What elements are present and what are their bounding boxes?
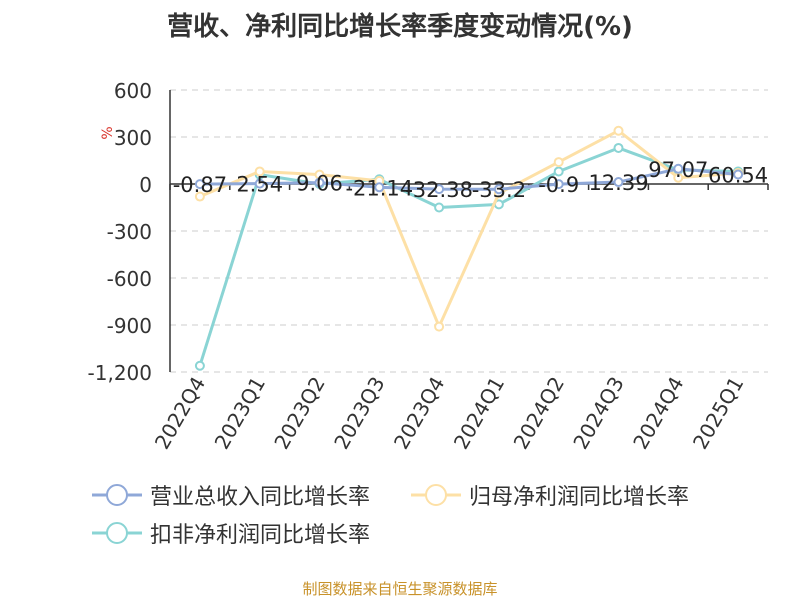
data-label: 9.06 (296, 172, 343, 196)
legend-marker-revenue (92, 484, 142, 506)
x-tick-label: 2022Q4 (150, 373, 210, 454)
x-tick-label: 2023Q3 (329, 373, 389, 454)
data-point (553, 166, 564, 177)
x-tick-label: 2024Q2 (509, 373, 569, 454)
legend-marker-net-profit (411, 484, 462, 506)
data-point (314, 177, 325, 188)
chart-legend: 营业总收入同比增长率 归母净利润同比增长率 扣非净利润同比增长率 (92, 476, 772, 552)
series-line (199, 129, 739, 329)
data-label: 97.07 (648, 158, 708, 182)
data-label: 2.54 (236, 173, 283, 197)
data-label: 12.39 (588, 171, 648, 195)
data-point (553, 157, 564, 168)
legend-marker-deducted-profit (92, 522, 142, 544)
y-tick-label: 300 (114, 126, 152, 150)
data-label: 60.54 (708, 164, 768, 188)
data-source-note: 制图数据来自恒生聚源数据库 (302, 580, 498, 598)
data-point (194, 191, 205, 202)
data-point (493, 184, 504, 195)
y-tick-label: -900 (107, 314, 152, 338)
data-point (254, 178, 265, 189)
y-tick-label: -1,200 (88, 361, 152, 385)
x-tick-label: 2023Q1 (210, 373, 270, 454)
data-point (613, 142, 624, 153)
data-label: -0.9 (538, 173, 579, 197)
data-point (254, 166, 265, 177)
y-tick-label: 600 (114, 79, 152, 103)
data-label: -0.87 (173, 173, 227, 197)
legend-label-deducted-profit: 扣非净利润同比增长率 (150, 523, 371, 548)
y-axis-label: % (100, 126, 116, 139)
x-tick-label: 2023Q4 (389, 372, 449, 453)
chart-title: 营收、净利同比增长率季度变动情况(%) (167, 12, 633, 42)
x-tick-label: 2023Q2 (269, 373, 329, 454)
data-point (434, 321, 445, 332)
data-point (673, 163, 684, 174)
legend-label-net-profit: 归母净利润同比增长率 (469, 485, 690, 510)
data-point (553, 179, 564, 190)
legend-item-revenue[interactable]: 营业总收入同比增长率 (92, 476, 370, 514)
legend-label-revenue: 营业总收入同比增长率 (150, 485, 371, 510)
legend-item-deducted-profit[interactable]: 扣非净利润同比增长率 (92, 514, 370, 552)
data-point (733, 169, 744, 180)
data-point (613, 177, 624, 188)
data-point (194, 179, 205, 190)
series-line (199, 167, 739, 191)
data-point (194, 360, 205, 371)
data-label: -33.2 (472, 178, 526, 202)
y-tick-label: -300 (107, 220, 152, 244)
x-tick-label: 2024Q3 (568, 373, 628, 454)
data-point (613, 125, 624, 136)
data-point (434, 202, 445, 213)
series-line (198, 146, 739, 367)
x-tick-label: 2024Q4 (628, 373, 688, 454)
x-tick-label: 2025Q1 (688, 373, 748, 454)
data-label: -32.38 (405, 178, 473, 202)
x-tick-label: 2024Q1 (449, 373, 509, 454)
data-label: -21.14 (345, 176, 413, 200)
data-point (434, 184, 445, 195)
legend-item-net-profit[interactable]: 归母净利润同比增长率 (411, 476, 689, 514)
data-point (374, 182, 385, 193)
y-tick-label: 0 (139, 173, 152, 197)
y-tick-label: -600 (107, 267, 152, 291)
